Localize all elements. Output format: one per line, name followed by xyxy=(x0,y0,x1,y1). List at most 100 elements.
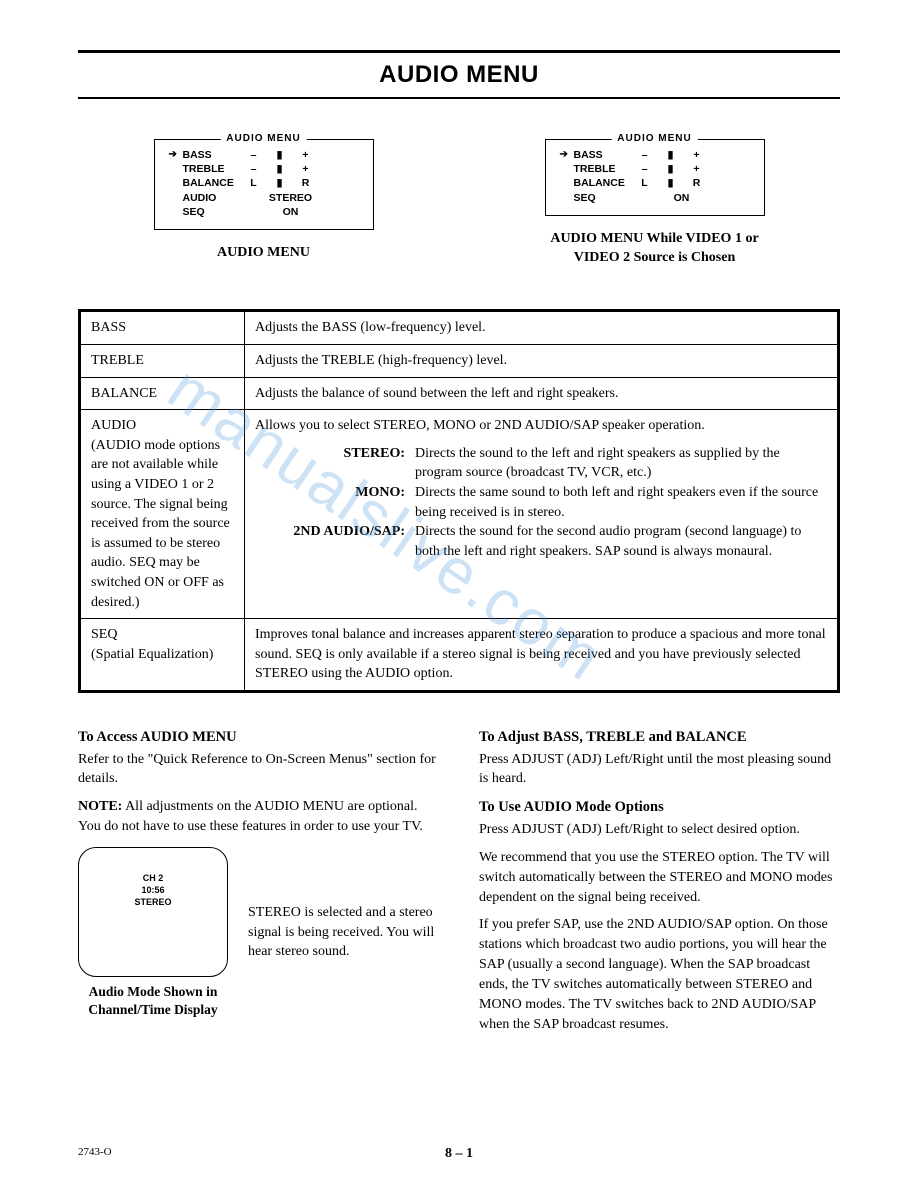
audio-menu-box-2: AUDIO MENU ➔ BASS – ▮ + TREBLE – ▮ + xyxy=(545,139,765,216)
table-row: BASS Adjusts the BASS (low-frequency) le… xyxy=(80,311,839,345)
seq-label-text: SEQ xyxy=(91,627,117,642)
sub-mono-val: Directs the same sound to both left and … xyxy=(415,483,827,522)
tv-caption: Audio Mode Shown in Channel/Time Display xyxy=(78,983,228,1018)
para-note: NOTE: All adjustments on the AUDIO MENU … xyxy=(78,797,439,837)
table-row: SEQ (Spatial Equalization) Improves tona… xyxy=(80,619,839,692)
title-rule: AUDIO MENU xyxy=(78,50,840,99)
table-row: BALANCE Adjusts the balance of sound bet… xyxy=(80,377,839,410)
menu-right-col: AUDIO MENU ➔ BASS – ▮ + TREBLE – ▮ + xyxy=(529,139,780,267)
cell-bass-desc: Adjusts the BASS (low-frequency) level. xyxy=(245,311,839,345)
para-stereo-rec: We recommend that you use the STEREO opt… xyxy=(479,848,840,908)
slider-left: L xyxy=(243,176,265,190)
slider-mark-icon: ▮ xyxy=(265,176,295,190)
seq-label-note: (Spatial Equalization) xyxy=(91,647,213,662)
slider-right: + xyxy=(686,148,708,162)
note-label: NOTE: xyxy=(78,799,122,814)
para-quick-ref: Refer to the "Quick Reference to On-Scre… xyxy=(78,750,439,790)
menu-label: BASS xyxy=(574,148,634,162)
audio-label-text: AUDIO xyxy=(91,418,136,433)
right-column: To Adjust BASS, TREBLE and BALANCE Press… xyxy=(479,727,840,1043)
slider-left: L xyxy=(634,176,656,190)
menu1-row-audio: AUDIO STEREO xyxy=(169,191,359,205)
cell-bass-label: BASS xyxy=(80,311,245,345)
slider-right: R xyxy=(295,176,317,190)
sub-mono-key: MONO: xyxy=(255,483,405,522)
sub-sap-key: 2ND AUDIO/SAP: xyxy=(255,522,405,561)
tv-description: STEREO is selected and a stereo signal i… xyxy=(248,903,439,962)
menu2-row-bass: ➔ BASS – ▮ + xyxy=(560,148,750,162)
page-number: 8 – 1 xyxy=(445,1146,473,1162)
audio-options-table: BASS Adjusts the BASS (low-frequency) le… xyxy=(78,309,840,693)
slider-mark-icon: ▮ xyxy=(656,148,686,162)
cell-seq-label: SEQ (Spatial Equalization) xyxy=(80,619,245,692)
slider-left: – xyxy=(634,148,656,162)
para-adjust: Press ADJUST (ADJ) Left/Right until the … xyxy=(479,750,840,790)
slider-right: R xyxy=(686,176,708,190)
para-sap: If you prefer SAP, use the 2ND AUDIO/SAP… xyxy=(479,915,840,1034)
cell-audio-label: AUDIO (AUDIO mode options are not availa… xyxy=(80,410,245,619)
menu-label: BASS xyxy=(183,148,243,162)
slider-mark-icon: ▮ xyxy=(656,162,686,176)
audio-label-note: (AUDIO mode options are not available wh… xyxy=(91,438,230,610)
cell-balance-desc: Adjusts the balance of sound between the… xyxy=(245,377,839,410)
menu1-row-balance: BALANCE L ▮ R xyxy=(169,176,359,190)
slider-right: + xyxy=(295,148,317,162)
osd-channel: CH 2 xyxy=(79,872,227,884)
menu-value: STEREO xyxy=(243,191,359,205)
tv-screen-illustration: CH 2 10:56 STEREO xyxy=(78,847,228,977)
audio-menu-box-1: AUDIO MENU ➔ BASS – ▮ + TREBLE – ▮ + xyxy=(154,139,374,230)
sub-sap-val: Directs the sound for the second audio p… xyxy=(415,522,827,561)
slider-mark-icon: ▮ xyxy=(656,176,686,190)
sub-stereo-key: STEREO: xyxy=(255,444,405,483)
left-column: To Access AUDIO MENU Refer to the "Quick… xyxy=(78,727,439,1043)
menu-label: AUDIO xyxy=(183,191,243,205)
menu1-row-treble: TREBLE – ▮ + xyxy=(169,162,359,176)
table-row: TREBLE Adjusts the TREBLE (high-frequenc… xyxy=(80,345,839,378)
slider-mark-icon: ▮ xyxy=(265,148,295,162)
cell-seq-desc: Improves tonal balance and increases app… xyxy=(245,619,839,692)
note-text: All adjustments on the AUDIO MENU are op… xyxy=(78,799,423,834)
doc-number: 2743-O xyxy=(78,1146,112,1158)
menu-label: BALANCE xyxy=(574,176,634,190)
menu-label: SEQ xyxy=(183,205,243,219)
menu2-row-treble: TREBLE – ▮ + xyxy=(560,162,750,176)
menu-label: BALANCE xyxy=(183,176,243,190)
cursor-arrow-icon: ➔ xyxy=(560,148,574,162)
page-footer: 2743-O 8 – 1 xyxy=(78,1146,840,1158)
slider-right: + xyxy=(295,162,317,176)
slider-left: – xyxy=(243,148,265,162)
cell-treble-desc: Adjusts the TREBLE (high-frequency) leve… xyxy=(245,345,839,378)
menu-value: ON xyxy=(243,205,359,219)
heading-audio-options: To Use AUDIO Mode Options xyxy=(479,797,840,818)
para-select-option: Press ADJUST (ADJ) Left/Right to select … xyxy=(479,820,840,840)
cell-audio-desc: Allows you to select STEREO, MONO or 2ND… xyxy=(245,410,839,619)
heading-access-menu: To Access AUDIO MENU xyxy=(78,727,439,748)
menu1-caption: AUDIO MENU xyxy=(217,244,310,263)
menu-label: TREBLE xyxy=(183,162,243,176)
menu2-row-balance: BALANCE L ▮ R xyxy=(560,176,750,190)
slider-left: – xyxy=(634,162,656,176)
cursor-arrow-icon: ➔ xyxy=(169,148,183,162)
cell-treble-label: TREBLE xyxy=(80,345,245,378)
menu-left-col: AUDIO MENU ➔ BASS – ▮ + TREBLE – ▮ + xyxy=(138,139,389,267)
slider-left: – xyxy=(243,162,265,176)
menu-box-1-header: AUDIO MENU xyxy=(220,133,306,144)
slider-mark-icon: ▮ xyxy=(265,162,295,176)
heading-adjust: To Adjust BASS, TREBLE and BALANCE xyxy=(479,727,840,748)
menu-box-2-header: AUDIO MENU xyxy=(611,133,697,144)
menu2-caption: AUDIO MENU While VIDEO 1 or VIDEO 2 Sour… xyxy=(529,230,780,268)
menu-value: ON xyxy=(634,191,750,205)
menu2-row-seq: SEQ ON xyxy=(560,191,750,205)
cell-balance-label: BALANCE xyxy=(80,377,245,410)
menu1-row-bass: ➔ BASS – ▮ + xyxy=(169,148,359,162)
slider-right: + xyxy=(686,162,708,176)
sub-stereo-val: Directs the sound to the left and right … xyxy=(415,444,827,483)
audio-desc-intro: Allows you to select STEREO, MONO or 2ND… xyxy=(255,416,827,436)
page-title: AUDIO MENU xyxy=(78,61,840,89)
menu-label: SEQ xyxy=(574,191,634,205)
osd-mode: STEREO xyxy=(79,896,227,908)
osd-time: 10:56 xyxy=(79,884,227,896)
menu-label: TREBLE xyxy=(574,162,634,176)
menu1-row-seq: SEQ ON xyxy=(169,205,359,219)
table-row: AUDIO (AUDIO mode options are not availa… xyxy=(80,410,839,619)
